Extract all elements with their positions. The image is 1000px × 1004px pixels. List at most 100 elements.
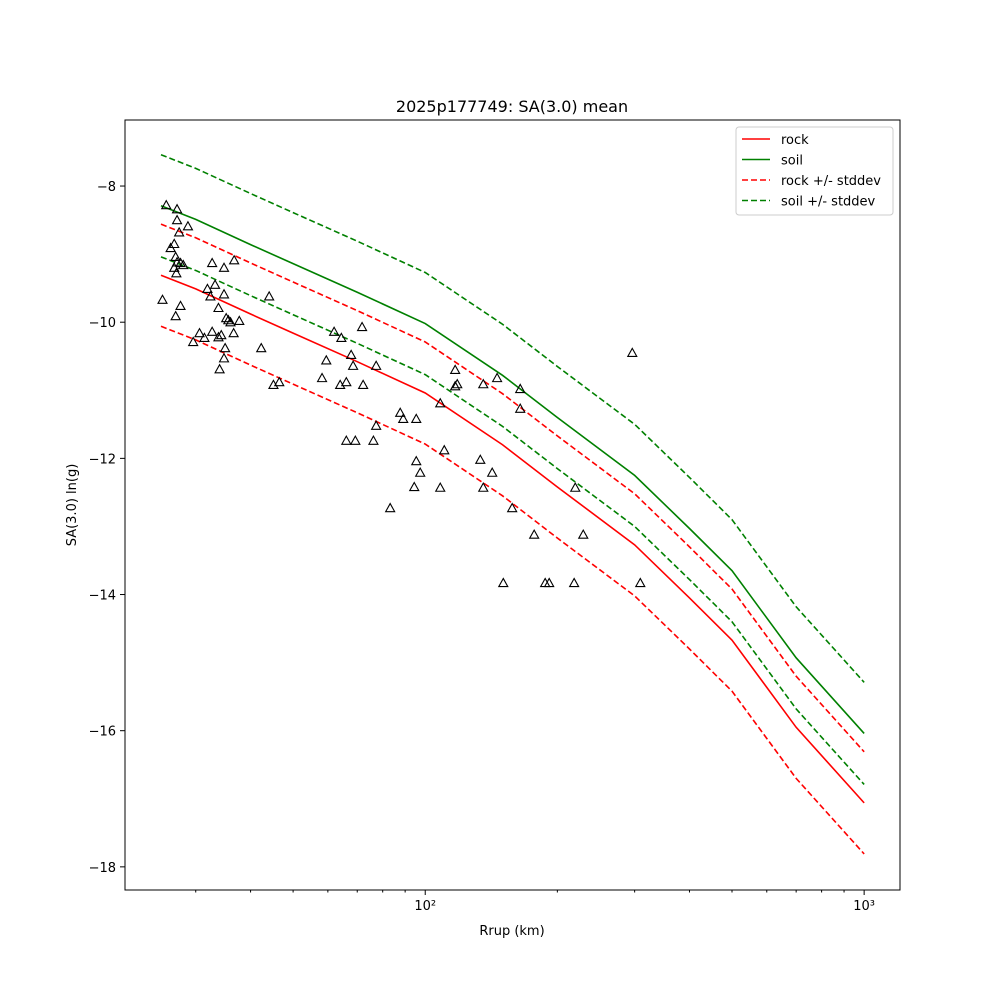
data-point bbox=[356, 321, 368, 332]
legend-label: soil bbox=[781, 154, 803, 169]
data-point bbox=[345, 349, 357, 360]
data-point bbox=[328, 326, 340, 336]
legend-box bbox=[735, 126, 894, 216]
data-point bbox=[204, 290, 216, 301]
data-point bbox=[491, 372, 503, 383]
y-tick-label: −10 bbox=[89, 316, 116, 331]
data-point bbox=[397, 413, 409, 424]
data-point bbox=[206, 326, 218, 336]
data-point bbox=[173, 226, 185, 237]
data-point bbox=[451, 378, 463, 389]
stddev-line bbox=[160, 325, 865, 855]
legend-label: rock +/- stddev bbox=[781, 174, 881, 189]
data-point bbox=[225, 316, 236, 327]
data-point bbox=[175, 257, 186, 268]
data-point bbox=[568, 577, 580, 588]
data-point bbox=[228, 327, 240, 338]
mean-line bbox=[160, 205, 865, 734]
data-point bbox=[514, 403, 526, 413]
data-point bbox=[414, 467, 426, 477]
data-point bbox=[514, 383, 526, 394]
data-point bbox=[187, 336, 199, 347]
data-point bbox=[219, 342, 231, 353]
data-point bbox=[194, 327, 205, 338]
data-point bbox=[497, 577, 509, 588]
data-point bbox=[233, 315, 245, 325]
data-point bbox=[347, 360, 359, 370]
data-point bbox=[222, 314, 234, 325]
data-point bbox=[214, 363, 226, 374]
y-axis-label: SA(3.0) ln(g) bbox=[65, 464, 80, 547]
data-point bbox=[543, 577, 555, 588]
data-point bbox=[486, 467, 498, 477]
data-point bbox=[340, 435, 352, 445]
data-point bbox=[357, 379, 369, 389]
data-point bbox=[394, 407, 406, 417]
legend-label: soil +/- stddev bbox=[781, 195, 876, 210]
data-point bbox=[434, 482, 446, 492]
data-point bbox=[177, 259, 189, 270]
data-point bbox=[160, 199, 172, 210]
y-tick-label: −16 bbox=[89, 725, 116, 740]
data-point bbox=[215, 329, 227, 340]
data-point bbox=[577, 528, 589, 539]
data-point bbox=[340, 376, 352, 387]
data-point bbox=[171, 203, 183, 214]
data-point bbox=[408, 481, 420, 492]
y-tick-label: −18 bbox=[89, 861, 116, 876]
data-point bbox=[474, 454, 486, 464]
data-point bbox=[206, 257, 218, 268]
data-point bbox=[218, 288, 230, 299]
data-point bbox=[209, 279, 221, 289]
data-point bbox=[438, 444, 450, 455]
stddev-line bbox=[160, 256, 865, 786]
data-point bbox=[367, 435, 379, 445]
data-point bbox=[349, 435, 361, 445]
data-point bbox=[410, 413, 422, 424]
data-point bbox=[202, 283, 213, 293]
data-point bbox=[626, 347, 638, 357]
data-point bbox=[182, 220, 194, 231]
data-point bbox=[434, 397, 446, 408]
y-tick-label: −8 bbox=[97, 180, 116, 195]
data-point bbox=[477, 482, 489, 492]
data-point bbox=[634, 577, 646, 588]
y-tick-label: −12 bbox=[89, 452, 116, 467]
data-point bbox=[175, 300, 186, 311]
y-tick-label: −14 bbox=[89, 589, 116, 604]
data-point bbox=[370, 360, 382, 370]
data-point bbox=[569, 482, 581, 492]
data-point bbox=[157, 294, 168, 304]
chart-title: 2025p177749: SA(3.0) mean bbox=[396, 97, 628, 116]
data-point bbox=[218, 352, 230, 363]
data-point bbox=[168, 262, 180, 272]
stddev-line bbox=[160, 223, 865, 753]
data-point bbox=[273, 376, 285, 387]
data-point bbox=[171, 256, 183, 267]
plot-frame bbox=[124, 119, 901, 891]
data-point bbox=[370, 420, 382, 430]
stddev-line bbox=[160, 153, 865, 683]
data-point bbox=[320, 354, 332, 365]
data-point bbox=[220, 312, 232, 323]
data-point bbox=[335, 332, 347, 343]
data-point bbox=[449, 380, 461, 391]
data-point bbox=[170, 310, 182, 321]
data-point bbox=[171, 214, 183, 225]
data-point bbox=[506, 502, 518, 513]
mean-line bbox=[160, 274, 865, 804]
data-point bbox=[228, 254, 240, 265]
legend-label: rock bbox=[781, 133, 809, 148]
data-point bbox=[449, 364, 461, 375]
data-point bbox=[213, 302, 224, 313]
data-point bbox=[170, 267, 182, 278]
legend: rock soil rock +/- stddev soil +/- stddev bbox=[735, 126, 894, 216]
data-point bbox=[263, 290, 275, 301]
data-point bbox=[255, 342, 267, 353]
data-point bbox=[168, 238, 180, 249]
x-axis-label: Rrup (km) bbox=[479, 924, 544, 939]
data-point bbox=[410, 455, 422, 466]
data-point bbox=[384, 502, 396, 513]
